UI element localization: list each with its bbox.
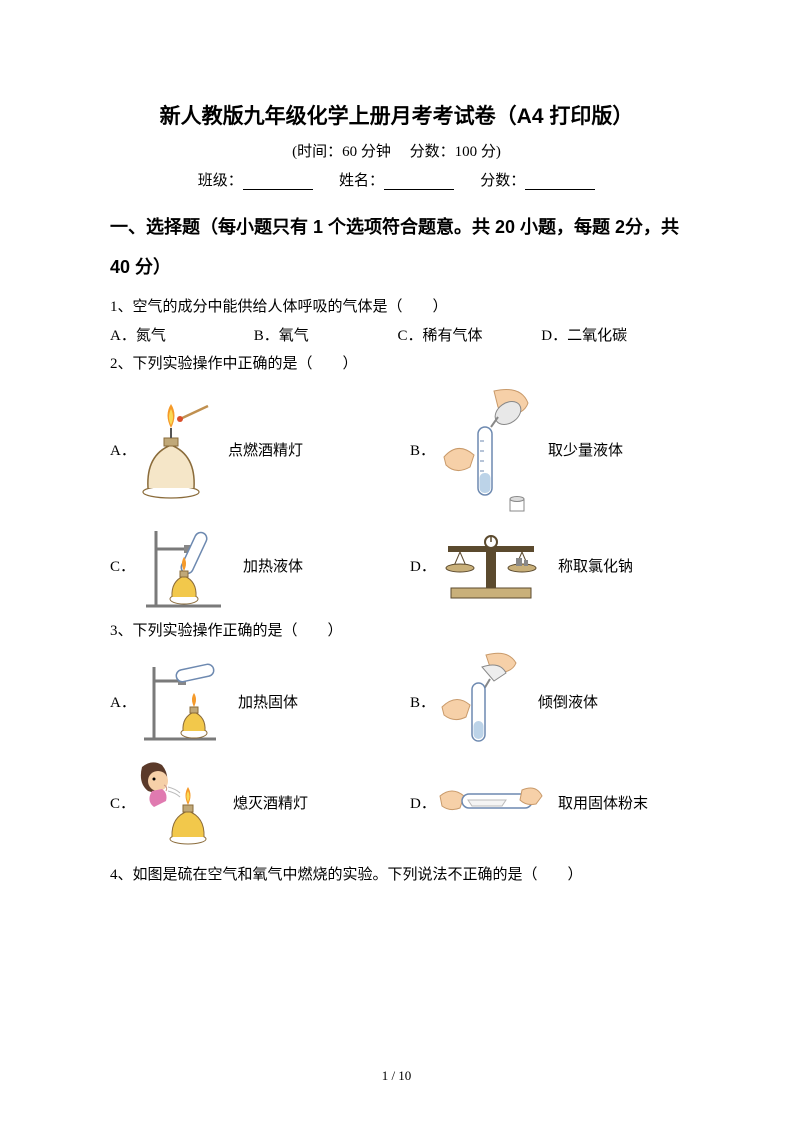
q3-b-label: 倾倒液体 <box>538 691 598 712</box>
time-label: (时间：60 分钟 <box>292 144 391 160</box>
q3-row-1: A． 加热固体 B． <box>110 651 683 751</box>
q2-b-label: 取少量液体 <box>548 439 623 460</box>
q2-a-cell: A． 点燃酒精灯 <box>110 400 410 500</box>
q2-c-letter: C． <box>110 555 136 576</box>
q2-b-figure <box>436 385 536 515</box>
q2-row-1: A． 点燃酒精灯 B． <box>110 385 683 515</box>
name-label: 姓名： <box>339 173 384 189</box>
exam-subtitle: (时间：60 分钟 分数：100 分) <box>110 140 683 161</box>
q2-d-figure <box>436 528 546 603</box>
q3-a-letter: A． <box>110 691 136 712</box>
q2-b-letter: B． <box>410 439 436 460</box>
q3-b-cell: B． 倾倒液体 <box>410 651 680 751</box>
q3-c-figure <box>136 757 221 847</box>
q2-d-letter: D． <box>410 555 436 576</box>
q2-d-cell: D． 称取氯化钠 <box>410 528 680 603</box>
q2-a-figure <box>136 400 216 500</box>
student-info-line: 班级： 姓名： 分数： <box>110 169 683 190</box>
q2-c-label: 加热液体 <box>243 555 303 576</box>
q2-c-cell: C． 加热液体 <box>110 521 410 611</box>
question-4: 4、如图是硫在空气和氧气中燃烧的实验。下列说法不正确的是（ ） <box>110 861 683 890</box>
q2-d-label: 称取氯化钠 <box>558 555 633 576</box>
class-blank <box>243 174 313 190</box>
q1-opt-c: C．稀有气体 <box>398 322 538 351</box>
q2-row-2: C． 加热液体 D． <box>110 521 683 611</box>
q1-opt-a: A．氮气 <box>110 322 250 351</box>
q2-a-label: 点燃酒精灯 <box>228 439 303 460</box>
q3-a-cell: A． 加热固体 <box>110 659 410 744</box>
page: 新人教版九年级化学上册月考考试卷（A4 打印版） (时间：60 分钟 分数：10… <box>0 0 793 1122</box>
question-2: 2、下列实验操作中正确的是（ ） <box>110 350 683 379</box>
q2-b-cell: B． 取少量液体 <box>410 385 680 515</box>
name-blank <box>384 174 454 190</box>
q2-a-letter: A． <box>110 439 136 460</box>
exam-title: 新人教版九年级化学上册月考考试卷（A4 打印版） <box>110 100 683 130</box>
q1-opt-b: B．氧气 <box>254 322 394 351</box>
question-3: 3、下列实验操作正确的是（ ） <box>110 617 683 646</box>
q3-d-letter: D． <box>410 792 436 813</box>
q3-b-letter: B． <box>410 691 436 712</box>
section-1-header: 一、选择题（每小题只有 1 个选项符合题意。共 20 小题，每题 2分，共 40… <box>110 208 683 287</box>
score-label: 分数：100 分) <box>410 144 501 160</box>
q3-c-letter: C． <box>110 792 136 813</box>
q2-c-figure <box>136 521 231 611</box>
q3-d-cell: D． 取用固体粉末 <box>410 772 680 832</box>
scorefield-blank <box>525 174 595 190</box>
page-footer: 1 / 10 <box>0 1068 793 1084</box>
q3-row-2: C． 熄灭酒精灯 <box>110 757 683 847</box>
q3-a-label: 加热固体 <box>238 691 298 712</box>
q3-d-label: 取用固体粉末 <box>558 792 648 813</box>
q3-d-figure <box>436 772 546 832</box>
class-label: 班级： <box>198 173 243 189</box>
q3-a-figure <box>136 659 226 744</box>
q3-b-figure <box>436 651 526 751</box>
q3-c-cell: C． 熄灭酒精灯 <box>110 757 410 847</box>
scorefield-label: 分数： <box>480 173 525 189</box>
question-1: 1、空气的成分中能供给人体呼吸的气体是（ ） <box>110 293 683 322</box>
question-1-options: A．氮气 B．氧气 C．稀有气体 D．二氧化碳 <box>110 322 683 351</box>
q1-opt-d: D．二氧化碳 <box>541 322 627 351</box>
q3-c-label: 熄灭酒精灯 <box>233 792 308 813</box>
